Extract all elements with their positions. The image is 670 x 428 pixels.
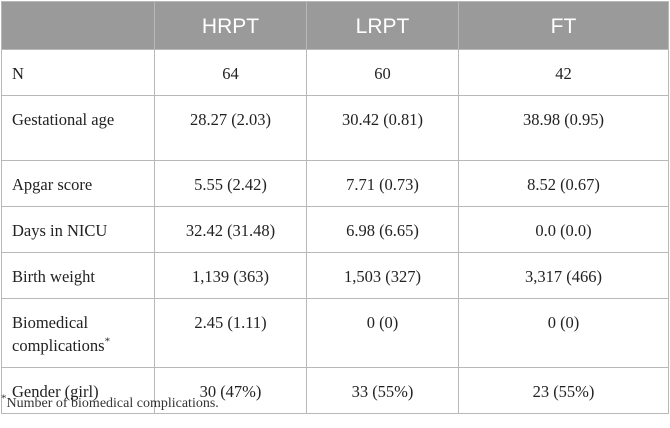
row-label: Biomedical complications* [1, 298, 155, 368]
table-row: Biomedical complications* 2.45 (1.11) 0 … [1, 298, 669, 368]
table-footnote: *Number of biomedical complications. [1, 392, 219, 411]
participant-characteristics-table: HRPT LRPT FT N 64 60 42 Gestational age … [1, 1, 669, 414]
cell-hrpt: 1,139 (363) [154, 252, 307, 299]
table-row: Days in NICU 32.42 (31.48) 6.98 (6.65) 0… [1, 206, 669, 253]
cell-ft: 3,317 (466) [458, 252, 669, 299]
cell-hrpt: 32.42 (31.48) [154, 206, 307, 253]
header-cell-ft: FT [458, 1, 669, 50]
table-row: Apgar score 5.55 (2.42) 7.71 (0.73) 8.52… [1, 160, 669, 207]
cell-lrpt: 30.42 (0.81) [306, 95, 459, 161]
footnote-marker: * [1, 392, 7, 405]
cell-hrpt: 28.27 (2.03) [154, 95, 307, 161]
row-label: Gestational age [1, 95, 155, 161]
cell-lrpt: 60 [306, 49, 459, 96]
cell-lrpt: 0 (0) [306, 298, 459, 368]
cell-ft: 8.52 (0.67) [458, 160, 669, 207]
row-label: Gender (girl) [1, 367, 155, 414]
cell-ft: 23 (55%) [458, 367, 669, 414]
row-label: Birth weight [1, 252, 155, 299]
data-table-container: HRPT LRPT FT N 64 60 42 Gestational age … [1, 1, 669, 414]
cell-hrpt: 5.55 (2.42) [154, 160, 307, 207]
cell-lrpt: 7.71 (0.73) [306, 160, 459, 207]
header-cell-lrpt: LRPT [306, 1, 459, 50]
cell-ft: 38.98 (0.95) [458, 95, 669, 161]
cell-hrpt: 30 (47%) [154, 367, 307, 414]
table-row: Birth weight 1,139 (363) 1,503 (327) 3,3… [1, 252, 669, 299]
row-label: Days in NICU [1, 206, 155, 253]
cell-hrpt: 2.45 (1.11) [154, 298, 307, 368]
footnote-marker: * [104, 335, 111, 348]
cell-hrpt: 64 [154, 49, 307, 96]
table-row: N 64 60 42 [1, 49, 669, 96]
table-row: Gestational age 28.27 (2.03) 30.42 (0.81… [1, 95, 669, 161]
row-label: Apgar score [1, 160, 155, 207]
cell-lrpt: 1,503 (327) [306, 252, 459, 299]
cell-lrpt: 6.98 (6.65) [306, 206, 459, 253]
header-cell-corner [1, 1, 155, 50]
cell-ft: 0.0 (0.0) [458, 206, 669, 253]
header-cell-hrpt: HRPT [154, 1, 307, 50]
header-row: HRPT LRPT FT [1, 1, 669, 50]
row-label: N [1, 49, 155, 96]
cell-ft: 42 [458, 49, 669, 96]
cell-lrpt: 33 (55%) [306, 367, 459, 414]
cell-ft: 0 (0) [458, 298, 669, 368]
table-row: Gender (girl) 30 (47%) 33 (55%) 23 (55%) [1, 367, 669, 414]
